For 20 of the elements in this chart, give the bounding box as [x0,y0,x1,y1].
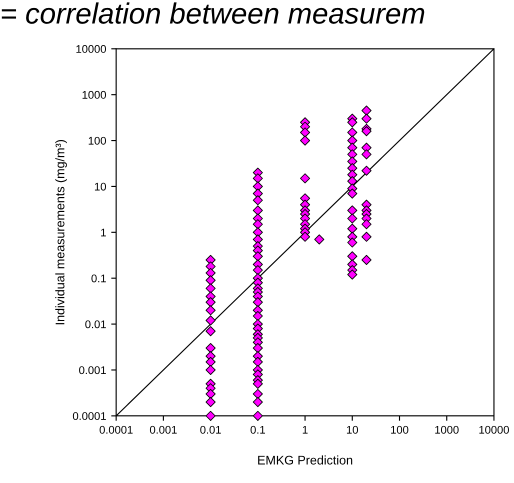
x-tick-label: 10000 [479,426,509,434]
y-tick-label: 10000 [76,45,106,53]
x-tick-label: 10 [346,426,358,434]
y-tick-label: 0.01 [85,320,106,328]
x-tick-label: 0.01 [200,426,221,434]
y-tick-label: 10 [94,182,106,191]
x-tick-label: 1 [302,426,308,434]
y-tick-label: 0.1 [91,274,106,282]
x-tick-label: 1000 [435,426,459,434]
y-tick-label: 0.0001 [72,412,106,420]
x-tick-label: 0.001 [150,426,177,434]
y-tick-label: 1 [101,228,106,236]
x-axis-title: EMKG Prediction [258,455,352,465]
chart-title: = correlation between measurem [2,2,424,24]
x-tick-label: 0.1 [250,426,266,434]
y-tick-label: 100 [88,136,106,145]
y-tick-label: 0.001 [79,366,106,374]
y-tick-label: 1000 [82,90,106,99]
x-tick-label: 100 [391,426,408,434]
y-axis-title: Individual measurements (mg/m³) [55,140,67,324]
